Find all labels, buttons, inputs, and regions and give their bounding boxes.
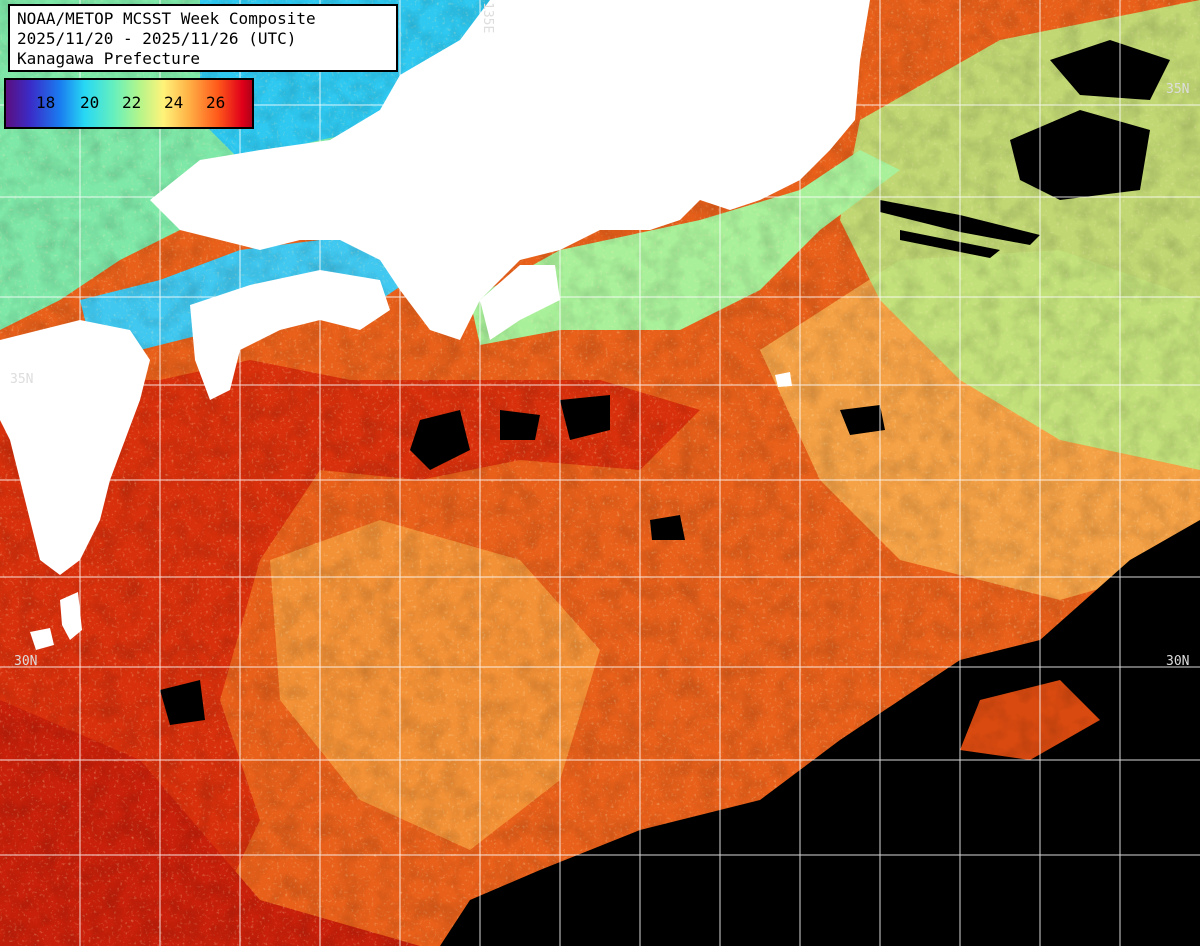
temperature-color-scale: 18 20 22 24 26	[4, 78, 254, 129]
scale-tick-22: 22	[122, 93, 142, 112]
scale-tick-20: 20	[80, 93, 100, 112]
land-honshu-main	[150, 0, 870, 340]
land-yakushima	[30, 628, 54, 650]
map-region: Kanagawa Prefecture	[17, 49, 201, 68]
scale-tick-24: 24	[164, 93, 184, 112]
land-kii-peninsula	[480, 265, 560, 340]
lat-label-35n-west: 35N	[10, 372, 34, 387]
land-izu-oshima	[775, 372, 792, 387]
lon-label-135e: 135E	[480, 2, 495, 34]
lat-label-30n-west: 30N	[14, 654, 38, 669]
land-tanegashima	[60, 592, 82, 640]
land-izu-peninsula	[770, 135, 805, 185]
land-awaji	[400, 235, 420, 265]
lat-label-35n-east: 35N	[1166, 82, 1190, 97]
scale-tick-18: 18	[36, 93, 56, 112]
color-scale-labels: 18 20 22 24 26	[6, 93, 252, 115]
scale-tick-26: 26	[206, 93, 226, 112]
map-date-range: 2025/11/20 - 2025/11/26 (UTC)	[17, 29, 297, 48]
map-title-box: NOAA/METOP MCSST Week Composite 2025/11/…	[8, 4, 398, 72]
land-kyushu	[0, 320, 150, 575]
map-title: NOAA/METOP MCSST Week Composite	[17, 9, 316, 28]
lat-label-30n-east: 30N	[1166, 654, 1190, 669]
